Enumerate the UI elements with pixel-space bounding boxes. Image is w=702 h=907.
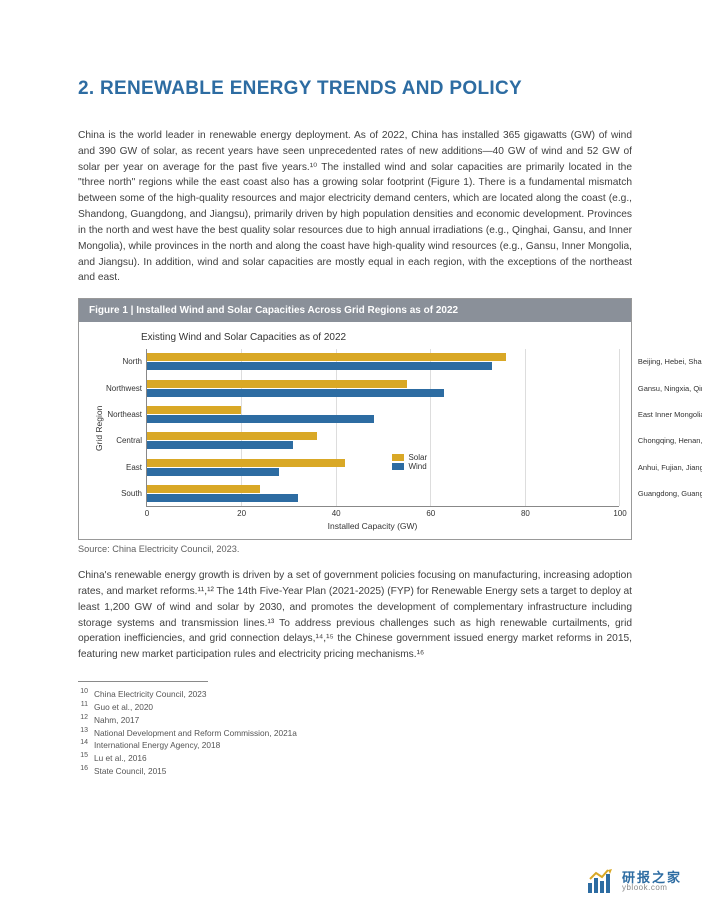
bar-solar — [147, 459, 345, 467]
region-provinces: East Inner Mongolia, Heilongjiang, Jilin… — [638, 410, 702, 419]
x-tick: 20 — [237, 509, 246, 518]
footnote-num: 16 — [78, 764, 88, 777]
bar-group: East Inner Mongolia, Heilongjiang, Jilin… — [147, 404, 619, 426]
bar-group: Guangdong, Guangxi, Guizhou, Hainan, Yun… — [147, 483, 619, 505]
footnote-text: China Electricity Council, 2023 — [94, 688, 207, 701]
footnote: 16 State Council, 2015 — [78, 765, 632, 778]
footnote: 13 National Development and Reform Commis… — [78, 727, 632, 740]
watermark-icon — [588, 869, 616, 893]
region-provinces: Guangdong, Guangxi, Guizhou, Hainan, Yun… — [638, 489, 702, 498]
section-heading: 2. RENEWABLE ENERGY TRENDS AND POLICY — [78, 78, 632, 100]
y-tick: South — [104, 490, 142, 498]
footnote: 15 Lu et al., 2016 — [78, 752, 632, 765]
bar-solar — [147, 432, 317, 440]
footnote-rule — [78, 681, 208, 688]
footnote-text: International Energy Agency, 2018 — [94, 739, 220, 752]
chart-area: Existing Wind and Solar Capacities as of… — [79, 322, 631, 539]
chart-title: Existing Wind and Solar Capacities as of… — [141, 332, 619, 343]
bar-solar — [147, 353, 506, 361]
x-axis-label: Installed Capacity (GW) — [126, 521, 619, 531]
footnote-text: State Council, 2015 — [94, 765, 166, 778]
footnote-num: 10 — [78, 687, 88, 700]
figure-source: Source: China Electricity Council, 2023. — [78, 544, 632, 554]
footnote-num: 13 — [78, 726, 88, 739]
bar-wind — [147, 468, 279, 476]
footnote-text: National Development and Reform Commissi… — [94, 727, 297, 740]
footnote-num: 14 — [78, 738, 88, 751]
chart-plot: SolarWind Beijing, Hebei, Shandong, Shan… — [146, 349, 619, 507]
footnote-num: 12 — [78, 713, 88, 726]
footnotes: 10 China Electricity Council, 2023 11 Guo e… — [78, 688, 632, 778]
paragraph-1: China is the world leader in renewable e… — [78, 128, 632, 286]
footnote-num: 15 — [78, 751, 88, 764]
bar-solar — [147, 380, 407, 388]
figure-1: Figure 1 | Installed Wind and Solar Capa… — [78, 298, 632, 540]
x-tick: 60 — [426, 509, 435, 518]
y-tick: North — [104, 358, 142, 366]
x-tick: 80 — [521, 509, 530, 518]
y-tick: Northwest — [104, 385, 142, 393]
bar-solar — [147, 406, 241, 414]
footnote-text: Guo et al., 2020 — [94, 701, 153, 714]
x-tick: 40 — [332, 509, 341, 518]
y-tick: Central — [104, 437, 142, 445]
bar-group: Anhui, Fujian, Jiangsu, Shanghai, Zhejia… — [147, 457, 619, 479]
y-tick: East — [104, 464, 142, 472]
figure-header: Figure 1 | Installed Wind and Solar Capa… — [79, 299, 631, 322]
footnote-num: 11 — [78, 700, 88, 713]
y-axis-ticks: North Northwest Northeast Central East South — [104, 349, 146, 507]
footnote: 11 Guo et al., 2020 — [78, 701, 632, 714]
y-axis-label: Grid Region — [91, 349, 104, 507]
region-provinces: Beijing, Hebei, Shandong, Shanxi, Tianji… — [638, 357, 702, 366]
bar-wind — [147, 441, 293, 449]
bar-group: Chongqing, Henan, Hubei, Hunan, Jiangxi,… — [147, 430, 619, 452]
bar-group: Beijing, Hebei, Shandong, Shanxi, Tianji… — [147, 351, 619, 373]
footnote: 14 International Energy Agency, 2018 — [78, 739, 632, 752]
bar-wind — [147, 415, 374, 423]
region-provinces: Anhui, Fujian, Jiangsu, Shanghai, Zhejia… — [638, 463, 702, 472]
bar-wind — [147, 494, 298, 502]
bar-wind — [147, 362, 492, 370]
region-provinces: Chongqing, Henan, Hubei, Hunan, Jiangxi,… — [638, 436, 702, 445]
x-tick: 0 — [145, 509, 149, 518]
footnote-text: Nahm, 2017 — [94, 714, 139, 727]
watermark-cn: 研报之家 — [622, 871, 682, 884]
paragraph-2: China's renewable energy growth is drive… — [78, 568, 632, 663]
bar-wind — [147, 389, 444, 397]
bar-solar — [147, 485, 260, 493]
region-provinces: Gansu, Ningxia, Qinghai, Shaanxi, Xinjia… — [638, 384, 702, 393]
x-tick: 100 — [613, 509, 626, 518]
footnote: 12 Nahm, 2017 — [78, 714, 632, 727]
footnote: 10 China Electricity Council, 2023 — [78, 688, 632, 701]
x-axis-ticks: 020406080100 — [147, 509, 620, 519]
y-tick: Northeast — [104, 411, 142, 419]
watermark-url: yblook.com — [622, 884, 682, 892]
footnote-text: Lu et al., 2016 — [94, 752, 147, 765]
bar-group: Gansu, Ningxia, Qinghai, Shaanxi, Xinjia… — [147, 378, 619, 400]
watermark: 研报之家 yblook.com — [588, 869, 682, 893]
